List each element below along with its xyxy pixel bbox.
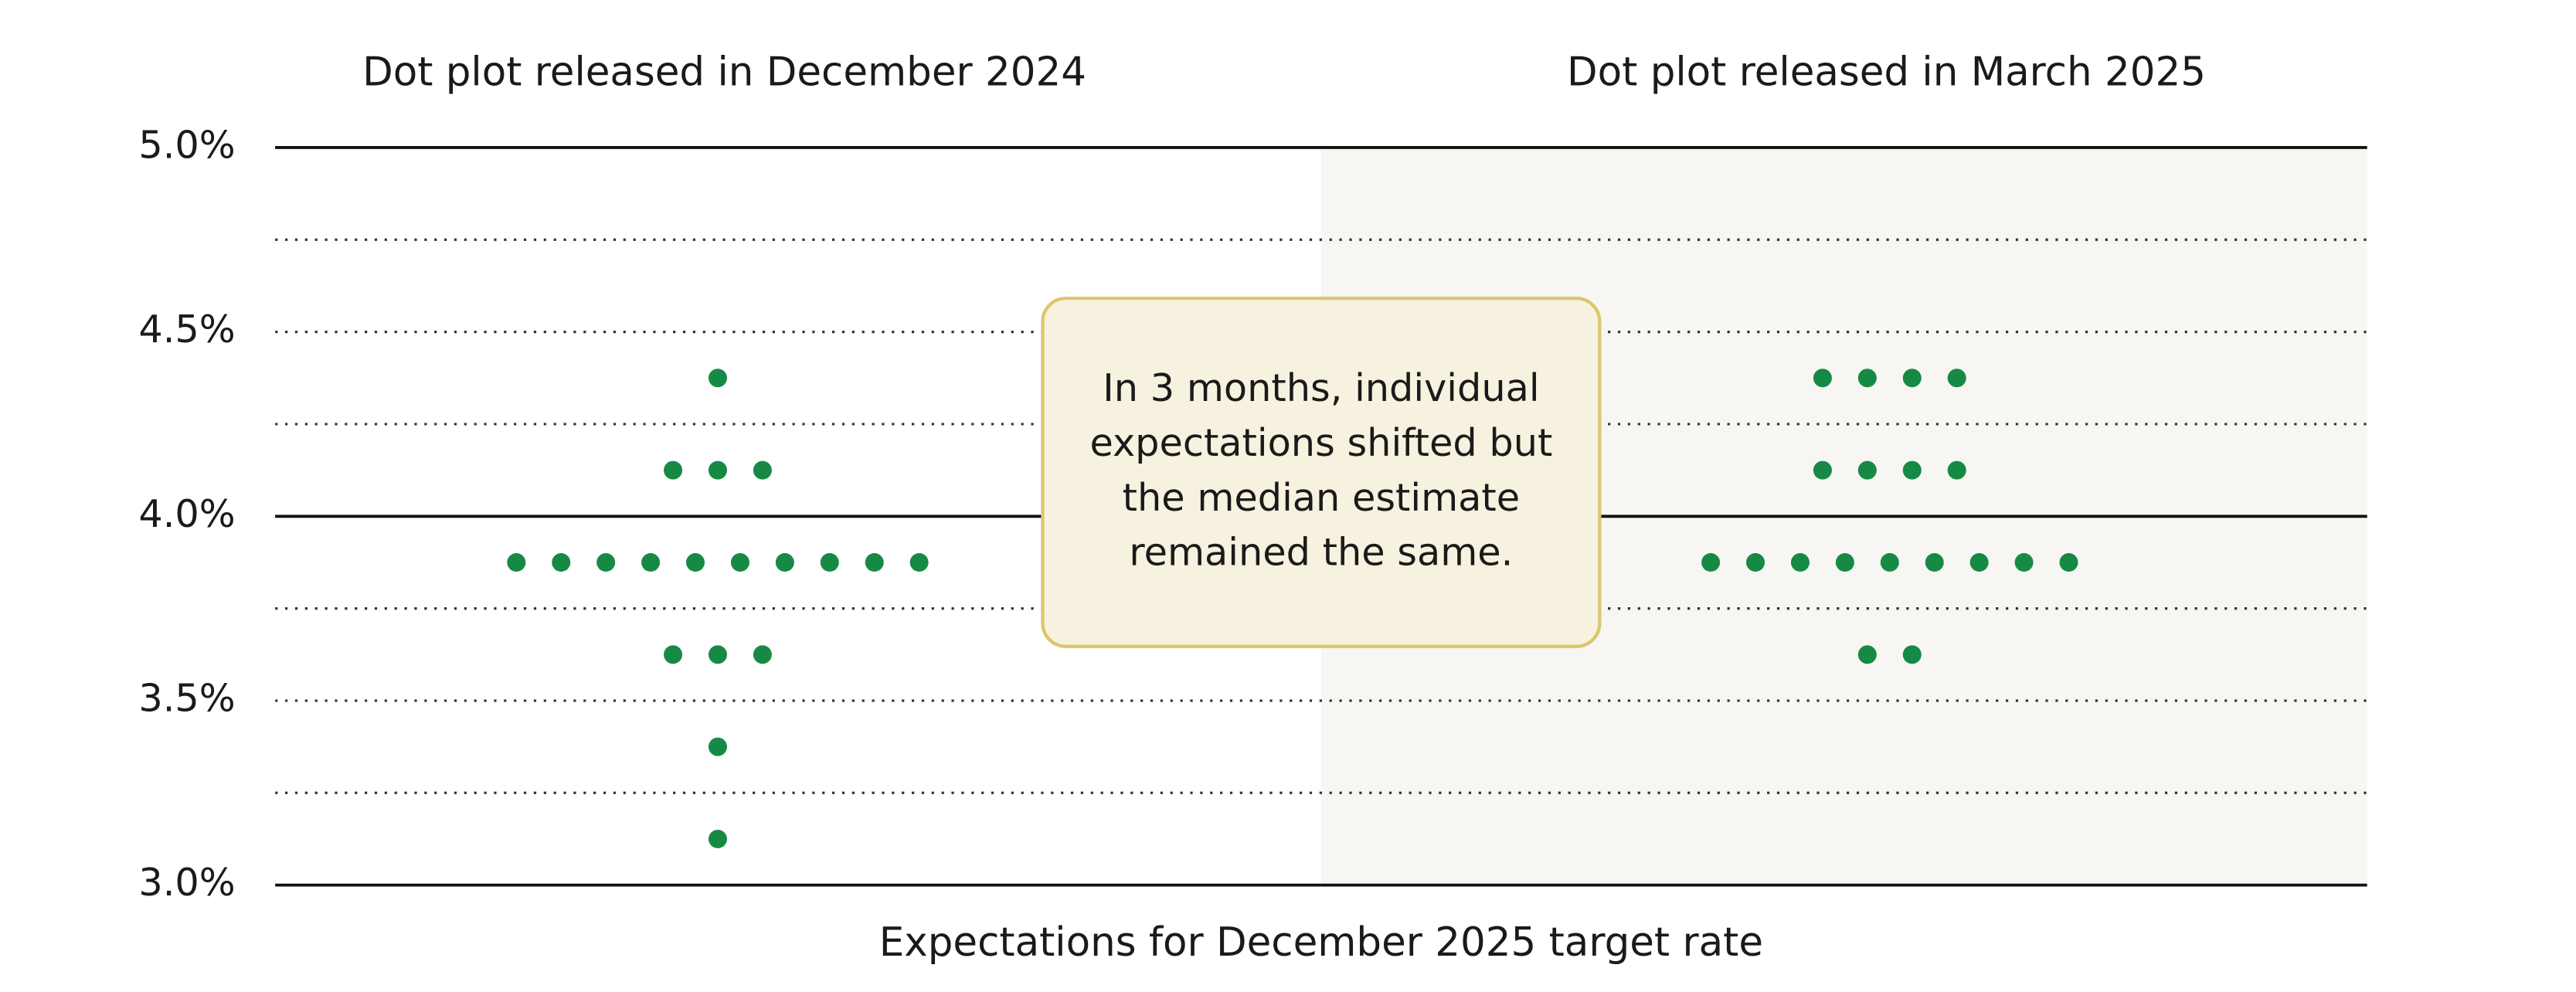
dot bbox=[507, 552, 526, 572]
dot bbox=[708, 737, 727, 756]
dot bbox=[1701, 552, 1721, 572]
dot bbox=[1969, 552, 1989, 572]
dot bbox=[1745, 552, 1765, 572]
dot bbox=[664, 460, 683, 480]
annotation-box bbox=[1041, 297, 1602, 648]
dot bbox=[1813, 460, 1832, 480]
dot bbox=[685, 552, 705, 572]
dot bbox=[596, 552, 616, 572]
dot bbox=[664, 645, 683, 664]
dot bbox=[1902, 460, 1922, 480]
dot bbox=[865, 552, 884, 572]
dot bbox=[775, 552, 794, 572]
y-tick-label: 4.5% bbox=[138, 307, 235, 352]
dot bbox=[1790, 552, 1810, 572]
dot bbox=[1880, 552, 1899, 572]
y-tick-label: 5.0% bbox=[138, 122, 235, 167]
dot bbox=[1902, 645, 1922, 664]
dot bbox=[1947, 460, 1966, 480]
dot bbox=[708, 460, 727, 480]
dot bbox=[2014, 552, 2034, 572]
annotation-text: In 3 months, individual expectations shi… bbox=[1089, 368, 1553, 576]
dot bbox=[1835, 552, 1854, 572]
panel-title: Dot plot released in March 2025 bbox=[1567, 49, 2206, 96]
dot bbox=[708, 829, 727, 848]
x-axis-label: Expectations for December 2025 target ra… bbox=[879, 919, 1763, 966]
dot bbox=[552, 552, 571, 572]
dot bbox=[820, 552, 839, 572]
dot bbox=[909, 552, 929, 572]
dot bbox=[2059, 552, 2078, 572]
dot bbox=[1857, 645, 1877, 664]
annotation: In 3 months, individual expectations shi… bbox=[1089, 368, 1553, 576]
dot bbox=[1857, 460, 1877, 480]
y-tick-label: 4.0% bbox=[138, 491, 235, 536]
y-tick-label: 3.5% bbox=[138, 675, 235, 720]
dot bbox=[1925, 552, 1944, 572]
dot bbox=[1857, 369, 1877, 388]
dot bbox=[753, 645, 772, 664]
dot bbox=[753, 460, 772, 480]
dot bbox=[1813, 369, 1832, 388]
dot bbox=[641, 552, 661, 572]
panel-title: Dot plot released in December 2024 bbox=[362, 49, 1086, 96]
dot bbox=[708, 369, 727, 388]
y-tick-label: 3.0% bbox=[138, 860, 235, 905]
dot bbox=[1902, 369, 1922, 388]
dot bbox=[1947, 369, 1966, 388]
dot bbox=[730, 552, 749, 572]
dot bbox=[708, 645, 727, 664]
